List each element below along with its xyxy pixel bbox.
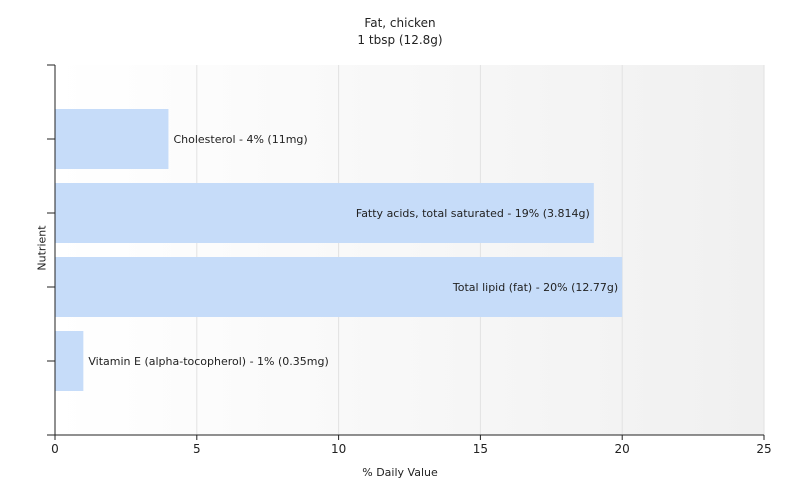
bars: Cholesterol - 4% (11mg) Fatty acids, tota…	[55, 109, 623, 391]
x-axis-label: % Daily Value	[362, 466, 438, 479]
bar	[55, 257, 623, 317]
x-tick-label: 20	[615, 442, 630, 456]
axes: 0 5 10 15 20 25	[47, 64, 772, 456]
bar-data-label: Fatty acids, total saturated - 19% (3.81…	[356, 207, 590, 220]
x-tick-label: 25	[756, 442, 771, 456]
grid-lines	[196, 65, 765, 435]
x-tick-label: 10	[331, 442, 346, 456]
bar-data-label: Vitamin E (alpha-tocopherol) - 1% (0.35m…	[88, 355, 328, 368]
x-tick-label: 0	[51, 442, 59, 456]
y-axis-label: Nutrient	[35, 225, 49, 271]
bar	[55, 183, 594, 243]
chart-title: Fat, chicken	[364, 16, 436, 30]
chart-subtitle: 1 tbsp (12.8g)	[357, 33, 443, 47]
x-tick-label: 15	[473, 442, 488, 456]
bar-data-label: Cholesterol - 4% (11mg)	[173, 133, 307, 146]
bar-data-label: Total lipid (fat) - 20% (12.77g)	[452, 281, 618, 294]
bar	[55, 109, 169, 169]
x-tick-label: 5	[193, 442, 201, 456]
plot-background	[55, 65, 764, 435]
bar	[55, 331, 84, 391]
